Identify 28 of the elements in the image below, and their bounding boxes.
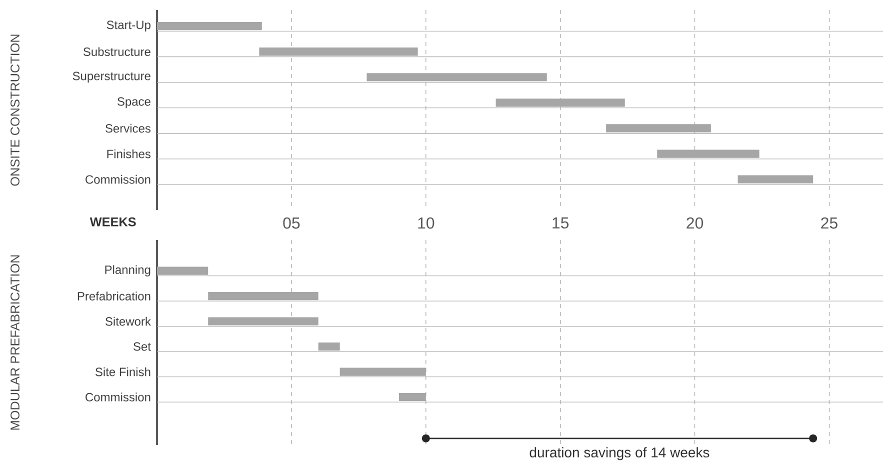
x-tick-label: 15 — [552, 217, 569, 229]
x-tick-label: 25 — [821, 217, 838, 229]
y-tick-label: Planning — [105, 265, 150, 276]
y-axis-title: MODULAR PREFABRICATION — [10, 255, 20, 430]
y-tick-label: Services — [105, 124, 151, 133]
bar — [366, 73, 547, 82]
x-axis-title: WEEKS — [90, 217, 136, 226]
text: duration savings of 14 weeks — [530, 447, 710, 460]
y-tick-label: Prefabrication — [78, 292, 150, 300]
x-tick-label: 05 — [283, 217, 300, 229]
y-tick-label: Superstructure — [72, 72, 150, 83]
bar — [496, 98, 625, 107]
x-tick-label: 10 — [418, 217, 434, 229]
y-tick-label: Commission — [86, 392, 150, 402]
y-tick-label: Start-Up — [106, 20, 150, 32]
y-tick-label: Commission — [86, 174, 150, 184]
y-tick-label: Substructure — [83, 47, 150, 56]
y-tick-label: Finishes — [107, 149, 151, 158]
x-tick-label: 20 — [686, 217, 704, 229]
bar — [657, 150, 760, 158]
bar — [340, 368, 426, 376]
bar — [606, 124, 711, 132]
y-axis-title: ONSITE CONSTRUCTION — [10, 34, 20, 186]
bar — [318, 342, 340, 351]
y-tick-label: Sitework — [105, 316, 151, 326]
y-tick-label: Set — [134, 342, 151, 351]
y-tick-label: Space — [117, 97, 150, 108]
y-tick-label: Site Finish — [95, 367, 150, 376]
